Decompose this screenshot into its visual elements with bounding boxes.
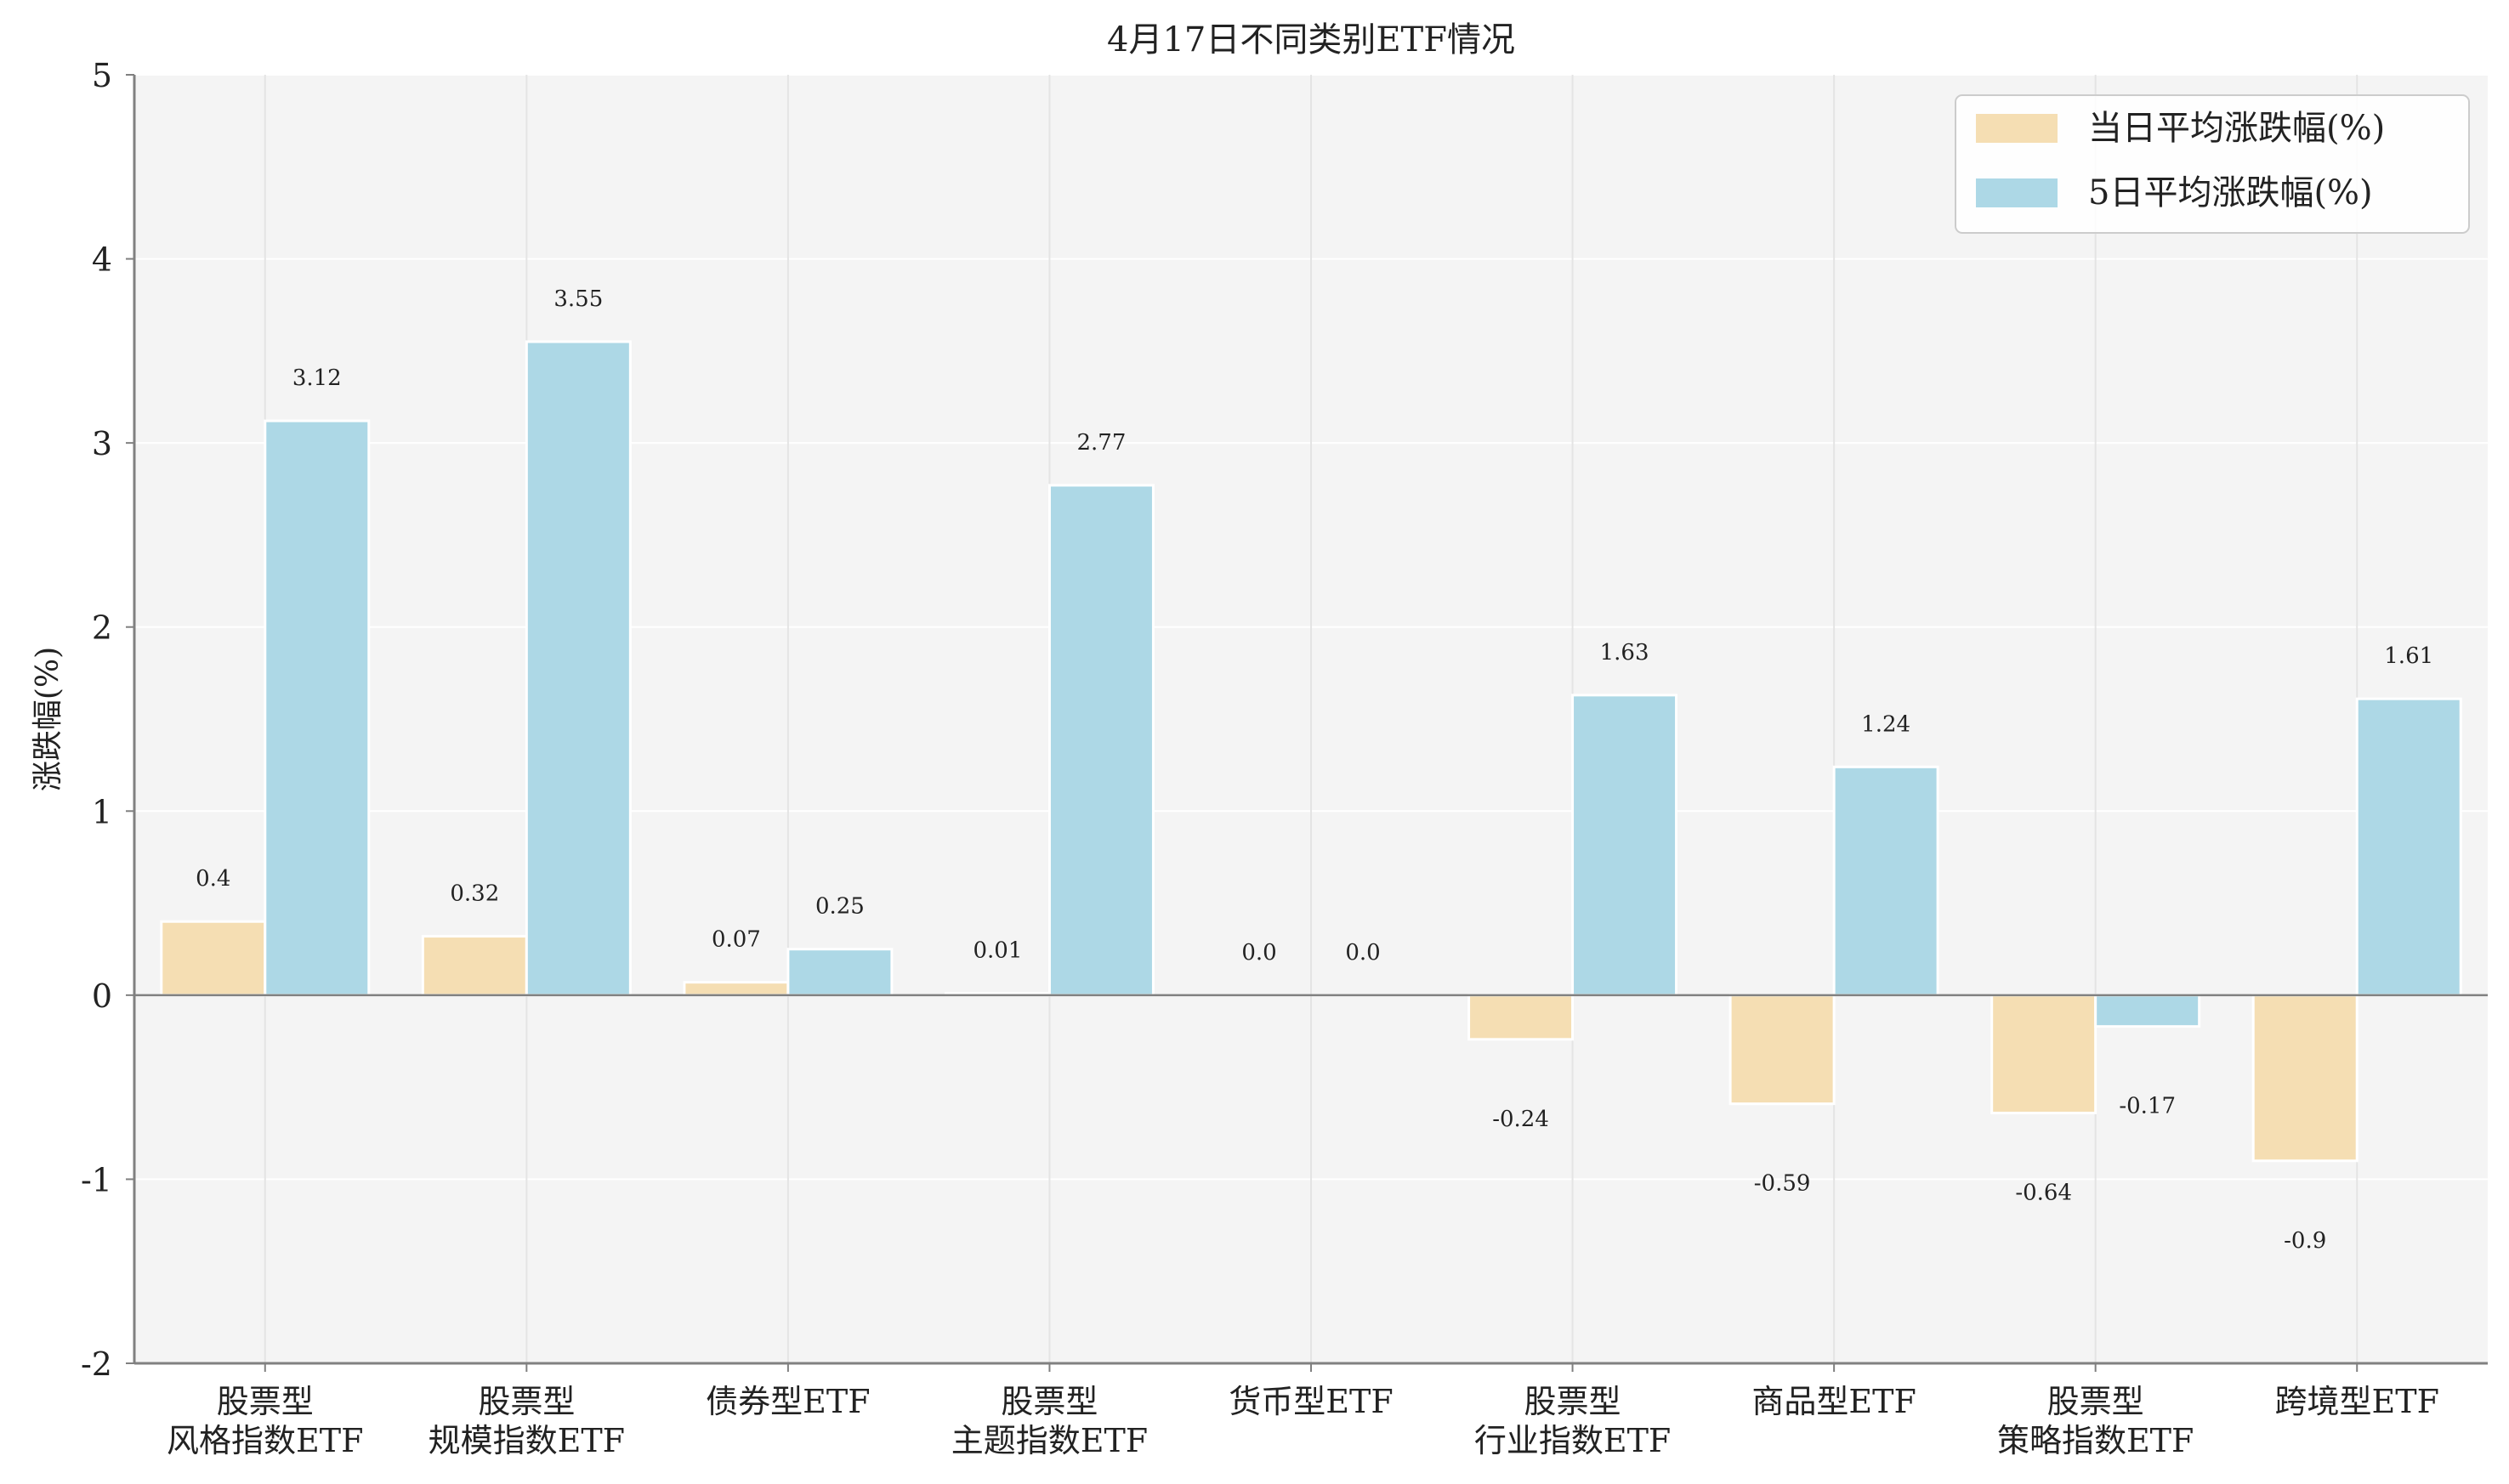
- y-tick-label: 5: [92, 57, 112, 94]
- y-tick-label: 2: [92, 609, 112, 647]
- bar-five-day: [1047, 484, 1155, 997]
- x-tick-label: 行业指数ETF: [1474, 1422, 1671, 1459]
- x-tick-label: 股票型: [2047, 1383, 2144, 1420]
- data-label: 3.55: [553, 286, 603, 312]
- data-labels: 0.4 0.32 0.07 0.01 0.0 -0.24 -0.59 -0.64 -0.9 3.1…: [196, 286, 2433, 1254]
- bar-five-day: [525, 340, 632, 997]
- data-label: 0.0: [1241, 940, 1276, 966]
- bar-daily: [1467, 994, 1575, 1041]
- legend-label: 当日平均涨跌幅(%): [2088, 109, 2385, 148]
- legend-swatch-five-day: [1976, 178, 2058, 207]
- data-label: 0.4: [196, 866, 230, 892]
- data-label: 1.61: [2384, 643, 2433, 669]
- y-tick-label: 3: [92, 425, 112, 462]
- y-tick-label: 4: [92, 241, 112, 279]
- x-tick-label: 跨境型ETF: [2274, 1383, 2438, 1420]
- data-label: -0.64: [2015, 1180, 2072, 1205]
- y-tick-label: -2: [81, 1345, 112, 1383]
- x-tick-label: 货币型ETF: [1229, 1383, 1393, 1420]
- x-tick-label: 主题指数ETF: [951, 1422, 1148, 1459]
- x-tick-label: 股票型: [478, 1383, 575, 1420]
- data-label: -0.24: [1492, 1107, 1549, 1132]
- legend-swatch-daily: [1976, 114, 2058, 143]
- y-axis-label: 涨跌幅(%): [31, 647, 65, 791]
- bar-five-day: [2355, 697, 2462, 997]
- x-tick-label: 策略指数ETF: [1997, 1422, 2194, 1459]
- bar-five-day: [1571, 694, 1678, 997]
- data-label: 0.25: [815, 894, 865, 920]
- data-label: 1.24: [1861, 711, 1910, 737]
- x-tick-label: 风格指数ETF: [167, 1422, 363, 1459]
- x-tick-label: 股票型: [217, 1383, 314, 1420]
- x-tick-label: 规模指数ETF: [429, 1422, 625, 1459]
- data-label: 0.07: [712, 927, 761, 953]
- bar-five-day: [1832, 765, 1939, 997]
- data-label: -0.17: [2119, 1094, 2176, 1119]
- y-tick-label: -1: [81, 1161, 112, 1198]
- data-label: 1.63: [1600, 640, 1649, 666]
- x-tick-label: 股票型: [1524, 1383, 1621, 1420]
- data-label: 0.0: [1345, 940, 1380, 966]
- bar-daily: [2251, 994, 2359, 1163]
- data-label: 0.01: [973, 938, 1022, 964]
- x-tick-label: 股票型: [1001, 1383, 1098, 1420]
- data-label: 3.12: [292, 365, 342, 391]
- bar-five-day: [264, 419, 371, 997]
- bar-five-day: [786, 948, 894, 997]
- data-label: -0.9: [2284, 1228, 2326, 1254]
- y-tick-label: 0: [92, 977, 112, 1015]
- legend-label: 5日平均涨跌幅(%): [2088, 173, 2373, 212]
- data-label: 0.32: [450, 881, 499, 907]
- x-tick-label: 商品型ETF: [1751, 1383, 1916, 1420]
- bar-daily: [683, 981, 790, 997]
- legend: 当日平均涨跌幅(%) 5日平均涨跌幅(%): [1955, 94, 2470, 234]
- data-label: -0.59: [1754, 1171, 1811, 1197]
- bar-daily: [421, 935, 528, 997]
- chart-title: 4月17日不同类别ETF情况: [1107, 20, 1515, 59]
- bar-five-day: [2094, 994, 2201, 1028]
- legend-box: [1955, 94, 2470, 234]
- y-tick-label: 1: [92, 793, 112, 830]
- bar-daily: [1990, 994, 2097, 1114]
- x-tick-label: 债券型ETF: [706, 1383, 870, 1420]
- data-label: 2.77: [1076, 430, 1126, 456]
- bars: [160, 340, 2462, 1163]
- bar-daily: [160, 920, 267, 997]
- bar-daily: [1728, 994, 1836, 1106]
